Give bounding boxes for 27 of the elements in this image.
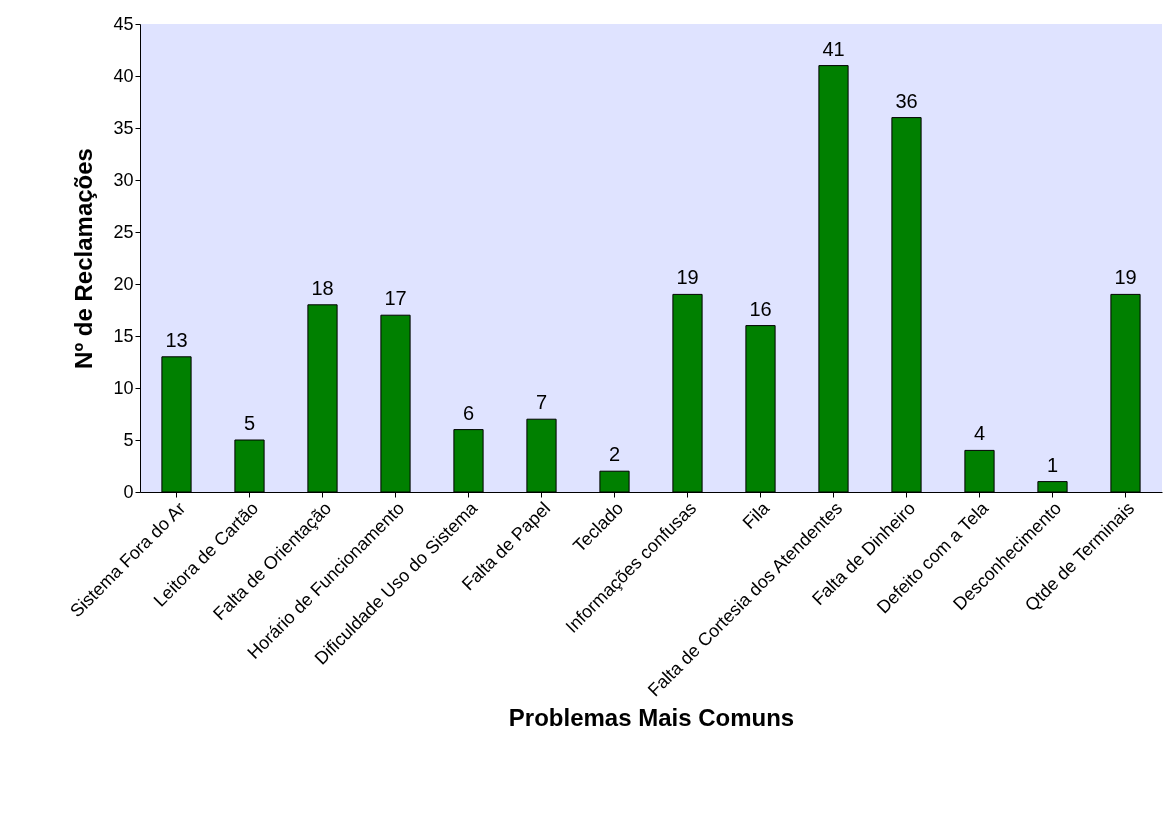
data-label: 17 [384,287,407,310]
y-tick-label: 0 [123,481,134,502]
y-tick-label: 40 [113,65,134,86]
y-tick-label: 10 [113,377,134,398]
data-label: 41 [822,37,845,60]
y-tick-label: 45 [113,13,134,34]
x-tick-label: Fila [738,497,774,533]
data-label: 7 [535,391,548,414]
data-label: 6 [462,401,475,424]
y-tick-label: 15 [113,325,134,346]
y-tick-label: 35 [113,117,134,138]
y-tick-label: 30 [113,169,134,190]
data-label: 19 [676,266,699,289]
y-tick-label: 5 [123,429,134,450]
data-label: 4 [973,422,986,445]
data-label: 2 [608,443,621,466]
data-label: 13 [165,328,188,351]
data-label: 18 [311,276,334,299]
data-label: 36 [895,89,918,112]
y-axis-title: Nº de Reclamações [70,148,98,369]
y-tick-label: 25 [113,221,134,242]
x-axis-title: Problemas Mais Comuns [508,703,795,731]
data-label: 5 [243,412,256,434]
data-label: 16 [749,297,772,320]
data-label: 1 [1046,453,1059,476]
y-tick-label: 20 [113,273,134,294]
data-label: 19 [1114,266,1137,289]
